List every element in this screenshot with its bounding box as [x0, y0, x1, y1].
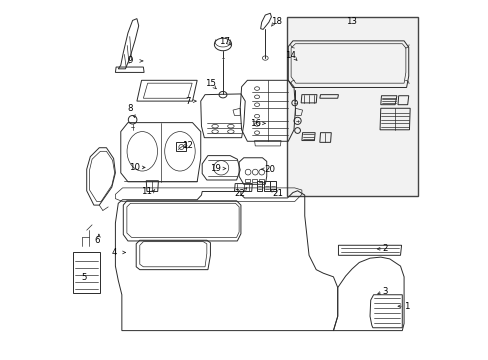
Text: 7: 7 [185, 96, 190, 105]
Text: 2: 2 [382, 244, 387, 253]
Bar [252, 179, 257, 182]
Text: 19: 19 [210, 164, 221, 173]
Bar [286, 17, 417, 196]
Text: 3: 3 [382, 287, 387, 296]
Text: 13: 13 [345, 17, 356, 26]
Text: 8: 8 [127, 104, 133, 113]
Text: 15: 15 [204, 80, 216, 89]
Bar [270, 181, 275, 192]
Text: 20: 20 [264, 165, 275, 174]
Bar [257, 181, 262, 192]
Bar [264, 181, 269, 192]
Text: 12: 12 [182, 141, 193, 150]
Text: 1: 1 [403, 302, 408, 311]
Bar [176, 142, 186, 151]
Text: 6: 6 [94, 236, 99, 245]
Bar [244, 179, 250, 182]
Text: 18: 18 [271, 17, 282, 26]
Text: 17: 17 [219, 37, 230, 46]
Text: 22: 22 [233, 189, 244, 198]
Text: 11: 11 [141, 187, 152, 196]
Text: 10: 10 [129, 163, 140, 172]
Text: 16: 16 [250, 119, 261, 128]
Text: 9: 9 [127, 57, 132, 66]
Text: 4: 4 [112, 248, 117, 257]
Text: 5: 5 [81, 273, 86, 282]
Text: 14: 14 [285, 51, 295, 60]
Bar [73, 252, 100, 293]
Text: 21: 21 [271, 189, 283, 198]
Bar [258, 179, 264, 182]
